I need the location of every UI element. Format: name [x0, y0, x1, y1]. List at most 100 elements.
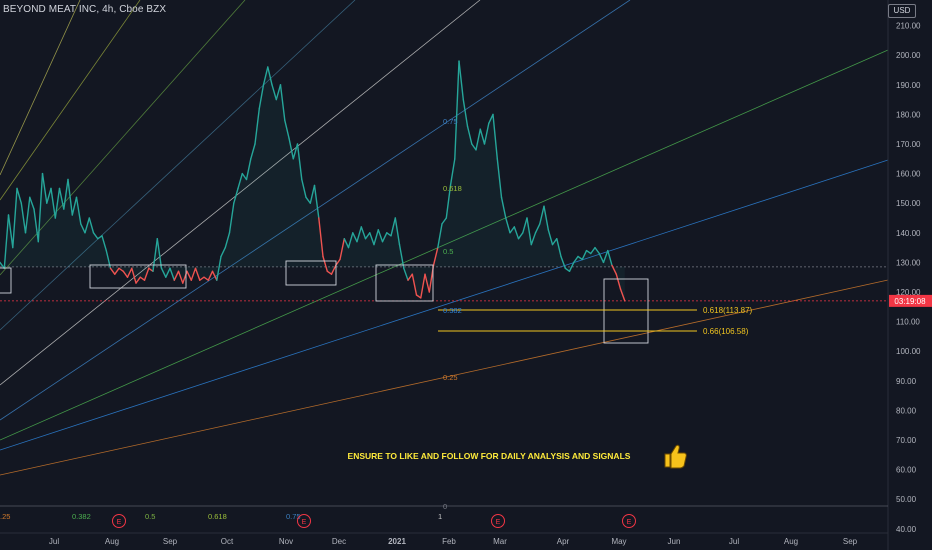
price-segment: [458, 60, 464, 101]
time-tick-label: Jul: [49, 537, 59, 546]
price-segment: [58, 187, 65, 210]
bottom-fib-label: 0.5: [145, 512, 155, 521]
price-segment: [352, 232, 358, 243]
price-segment: [12, 187, 18, 249]
price-segment: [216, 255, 222, 281]
price-tick-label: 210.00: [896, 22, 921, 31]
price-segment: [228, 202, 235, 234]
bottom-fib-label: .25: [0, 512, 10, 521]
price-segment: [556, 237, 562, 258]
highlight-box[interactable]: [603, 278, 649, 344]
earnings-letter: E: [302, 519, 307, 526]
bottom-fib-label: 0.382: [72, 512, 91, 521]
price-tick-label: 40.00: [896, 525, 917, 534]
earnings-marker[interactable]: E: [622, 514, 636, 528]
price-segment: [148, 267, 154, 272]
price-segment: [551, 237, 558, 246]
price-segment: [46, 187, 52, 204]
fan-line: [0, 0, 356, 331]
time-tick-label: Sep: [843, 537, 858, 546]
time-tick-label: Sep: [163, 537, 178, 546]
time-tick-label: Jun: [668, 537, 681, 546]
price-segment: [615, 273, 622, 290]
thumbs-up-icon: [664, 444, 687, 469]
price-segment: [505, 217, 511, 234]
price-segment: [573, 255, 579, 264]
time-tick-label: Dec: [332, 537, 346, 546]
price-tick-label: 60.00: [896, 466, 917, 475]
fan-line: [0, 0, 481, 386]
price-segment: [364, 232, 371, 240]
price-segment: [169, 267, 176, 281]
price-segment: [194, 267, 201, 281]
fan-line: [0, 279, 889, 476]
price-segment: [271, 84, 277, 101]
earnings-circle[interactable]: [297, 514, 311, 528]
price-segment: [71, 196, 78, 216]
price-segment: [386, 232, 392, 237]
price-tick-label: 190.00: [896, 81, 921, 90]
price-segment: [581, 249, 588, 261]
price-segment: [109, 267, 116, 275]
price-segment: [369, 232, 375, 246]
price-segment: [309, 184, 316, 204]
price-segment: [534, 223, 541, 234]
price-segment: [330, 264, 337, 275]
price-segment: [441, 217, 447, 225]
earnings-circle[interactable]: [491, 514, 505, 528]
price-segment: [7, 214, 14, 249]
fan-line: [0, 0, 81, 176]
earnings-circle[interactable]: [112, 514, 126, 528]
highlight-box[interactable]: [0, 267, 12, 294]
time-tick-label: Feb: [442, 537, 456, 546]
price-segment: [135, 276, 142, 284]
price-segment: [97, 235, 103, 240]
price-segment: [220, 246, 227, 258]
price-segment: [437, 223, 443, 249]
price-segment: [356, 226, 362, 243]
price-segment: [479, 128, 486, 145]
price-segment: [445, 184, 452, 219]
price-segment: [590, 246, 596, 255]
price-segment: [568, 261, 575, 272]
price-segment: [513, 226, 520, 240]
price-segment: [203, 276, 210, 281]
bottom-fib-label: 1: [438, 512, 442, 521]
price-tick-label: 200.00: [896, 51, 921, 60]
thumbs-up-hand: [670, 444, 687, 469]
time-tick-label: May: [611, 537, 626, 546]
price-axis-bg: [888, 0, 932, 550]
price-segment: [233, 187, 239, 204]
price-segment: [394, 217, 401, 246]
price-segment: [37, 172, 44, 243]
price-tick-label: 80.00: [896, 406, 917, 415]
price-segment: [88, 217, 95, 234]
price-segment: [322, 255, 328, 272]
price-segment: [530, 232, 537, 246]
earnings-marker[interactable]: E: [112, 514, 126, 528]
earnings-marker[interactable]: E: [297, 514, 311, 528]
price-segment: [139, 276, 146, 281]
thumbs-up-cuff: [664, 453, 671, 468]
highlight-box[interactable]: [375, 264, 434, 302]
price-segment: [122, 270, 129, 278]
price-segment: [517, 232, 524, 240]
price-segment: [594, 246, 600, 255]
earnings-circle[interactable]: [622, 514, 636, 528]
highlight-box[interactable]: [285, 260, 337, 286]
price-segment: [313, 184, 320, 219]
price-segment: [539, 205, 545, 225]
price-tick-label: 130.00: [896, 258, 921, 267]
price-segment: [245, 158, 252, 181]
time-tick-label: Apr: [557, 537, 570, 546]
highlight-box[interactable]: [89, 264, 187, 289]
price-segment: [488, 113, 494, 125]
price-segment: [177, 270, 184, 284]
earnings-marker[interactable]: E: [491, 514, 505, 528]
fan-level-label: 0.25: [443, 373, 458, 382]
price-segment: [318, 217, 324, 258]
currency-badge[interactable]: USD: [888, 4, 916, 18]
price-area-fill: [0, 61, 625, 301]
price-segment: [288, 137, 294, 160]
